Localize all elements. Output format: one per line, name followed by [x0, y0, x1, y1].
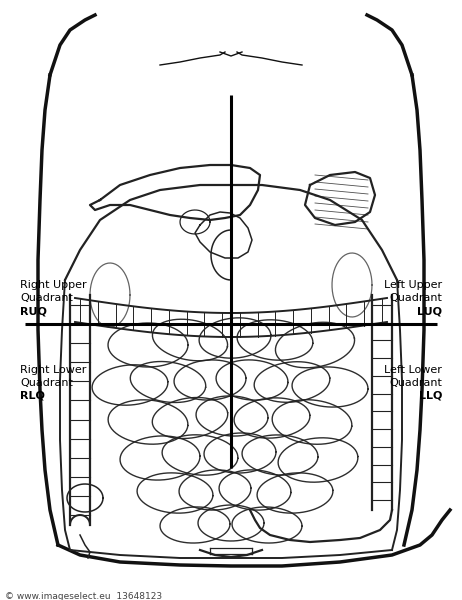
- Text: RUQ: RUQ: [20, 306, 47, 316]
- Text: Quadrant: Quadrant: [389, 293, 442, 303]
- Text: RLQ: RLQ: [20, 391, 45, 401]
- Text: © www.imageselect.eu  13648123: © www.imageselect.eu 13648123: [5, 592, 162, 600]
- Text: Right Upper: Right Upper: [20, 280, 87, 290]
- Text: Left Upper: Left Upper: [384, 280, 442, 290]
- Text: Quadrant: Quadrant: [20, 293, 73, 303]
- Text: LLQ: LLQ: [419, 391, 442, 401]
- Text: LUQ: LUQ: [417, 306, 442, 316]
- Text: Quadrant: Quadrant: [20, 378, 73, 388]
- Text: Quadrant: Quadrant: [389, 378, 442, 388]
- Text: Right Lower: Right Lower: [20, 365, 86, 375]
- Text: Left Lower: Left Lower: [384, 365, 442, 375]
